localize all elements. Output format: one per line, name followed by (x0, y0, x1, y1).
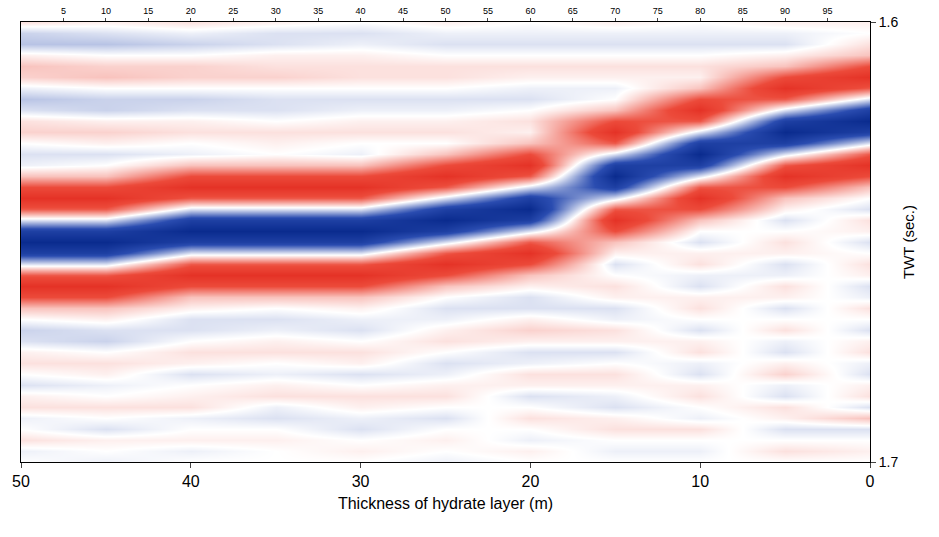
svg-text:75: 75 (653, 6, 663, 16)
svg-text:15: 15 (143, 6, 153, 16)
svg-text:40: 40 (182, 473, 200, 490)
svg-text:10: 10 (101, 6, 111, 16)
svg-text:20: 20 (186, 6, 196, 16)
svg-text:55: 55 (483, 6, 493, 16)
svg-text:1.7: 1.7 (879, 454, 899, 470)
svg-text:0: 0 (866, 473, 875, 490)
svg-text:5: 5 (61, 6, 66, 16)
svg-text:Thickness of hydrate layer (m): Thickness of hydrate layer (m) (338, 495, 553, 512)
svg-text:80: 80 (695, 6, 705, 16)
svg-text:20: 20 (522, 473, 540, 490)
svg-text:25: 25 (228, 6, 238, 16)
svg-text:35: 35 (313, 6, 323, 16)
svg-text:30: 30 (352, 473, 370, 490)
svg-text:85: 85 (738, 6, 748, 16)
svg-text:TWT (sec.): TWT (sec.) (900, 205, 917, 279)
svg-text:90: 90 (780, 6, 790, 16)
svg-text:60: 60 (525, 6, 535, 16)
svg-text:95: 95 (823, 6, 833, 16)
svg-text:50: 50 (12, 473, 30, 490)
svg-text:10: 10 (691, 473, 709, 490)
svg-text:65: 65 (568, 6, 578, 16)
svg-text:70: 70 (610, 6, 620, 16)
svg-text:40: 40 (356, 6, 366, 16)
svg-text:1.6: 1.6 (879, 14, 899, 30)
svg-text:30: 30 (271, 6, 281, 16)
svg-text:45: 45 (398, 6, 408, 16)
svg-text:50: 50 (440, 6, 450, 16)
